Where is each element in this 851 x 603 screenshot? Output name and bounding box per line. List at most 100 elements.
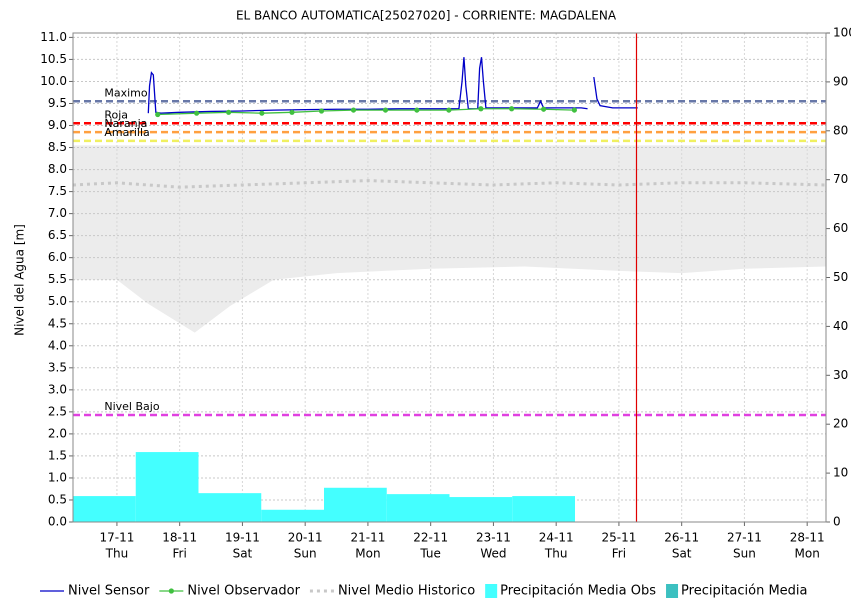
x-tick-day: Tue bbox=[419, 547, 441, 561]
y-tick-label: 10.5 bbox=[40, 52, 67, 66]
y2-tick-label: 100 bbox=[833, 26, 851, 40]
precip-bar bbox=[324, 487, 387, 522]
y2-tick-label: 30 bbox=[833, 368, 848, 382]
y2-tick-label: 60 bbox=[833, 221, 848, 235]
precip-bar bbox=[512, 496, 575, 522]
y-tick-label: 0.0 bbox=[48, 515, 67, 529]
legend-label: Precipitación Media Obs bbox=[500, 584, 656, 599]
series-marker bbox=[226, 109, 232, 115]
y2-tick-label: 70 bbox=[833, 172, 848, 186]
threshold-label: Roja bbox=[104, 108, 128, 121]
y-tick-label: 9.0 bbox=[48, 118, 67, 132]
precip-bar bbox=[135, 452, 199, 522]
x-tick-day: Thu bbox=[105, 547, 129, 561]
x-tick-label: 27-11 bbox=[727, 531, 762, 545]
x-tick-day: Sat bbox=[672, 547, 692, 561]
series-marker bbox=[259, 110, 265, 116]
chart-title: EL BANCO AUTOMATICA[25027020] - CORRIENT… bbox=[236, 9, 617, 23]
y-tick-label: 7.0 bbox=[48, 206, 67, 220]
x-tick-day: Sun bbox=[294, 547, 317, 561]
legend-label: Nivel Observador bbox=[187, 584, 300, 599]
y-tick-label: 4.5 bbox=[48, 316, 67, 330]
series-marker bbox=[571, 107, 577, 113]
y-tick-label: 2.0 bbox=[48, 426, 67, 440]
x-tick-label: 25-11 bbox=[601, 531, 636, 545]
x-tick-day: Mon bbox=[795, 547, 820, 561]
plot-border bbox=[72, 32, 827, 523]
series-marker bbox=[414, 107, 420, 113]
y-tick-label: 7.5 bbox=[48, 184, 67, 198]
series-marker bbox=[382, 107, 389, 113]
precip-bar bbox=[261, 509, 324, 522]
series-line bbox=[147, 57, 638, 114]
x-tick-day: Mon bbox=[355, 547, 380, 561]
series-marker bbox=[350, 107, 357, 113]
precip-bar bbox=[73, 496, 136, 522]
y-tick-label: 3.5 bbox=[48, 360, 67, 374]
series-line bbox=[157, 108, 575, 116]
y2-tick-label: 80 bbox=[833, 123, 848, 137]
legend-label: Precipitación Media bbox=[681, 584, 807, 599]
x-tick-label: 20-11 bbox=[288, 531, 323, 545]
y-tick-label: 0.5 bbox=[48, 492, 67, 506]
series-line bbox=[72, 179, 827, 189]
y-axis-label: Nivel del Agua [m] bbox=[13, 224, 27, 336]
x-tick-label: 17-11 bbox=[99, 531, 134, 545]
legend-label: Nivel Medio Historico bbox=[338, 584, 475, 599]
y-tick-label: 1.0 bbox=[48, 470, 67, 484]
threshold-label: Nivel Bajo bbox=[104, 400, 159, 413]
series-marker bbox=[155, 111, 161, 118]
precip-bar bbox=[198, 493, 262, 522]
y-tick-label: 9.5 bbox=[48, 96, 67, 110]
historic-band bbox=[73, 145, 826, 333]
y-tick-label: 3.0 bbox=[48, 382, 67, 396]
y2-tick-label: 90 bbox=[833, 74, 848, 88]
series-marker bbox=[446, 107, 452, 113]
series-marker bbox=[194, 110, 200, 116]
threshold-label: Maximo bbox=[104, 86, 148, 99]
y-tick-label: 5.0 bbox=[48, 294, 67, 308]
y-tick-label: 8.5 bbox=[48, 140, 67, 154]
legend-label: Nivel Sensor bbox=[68, 584, 150, 599]
x-tick-day: Thu bbox=[544, 547, 568, 561]
y-tick-label: 4.0 bbox=[48, 338, 67, 352]
x-tick-label: 28-11 bbox=[790, 531, 825, 545]
x-tick-day: Sat bbox=[233, 547, 253, 561]
x-tick-day: Sun bbox=[733, 547, 756, 561]
x-tick-label: 22-11 bbox=[413, 531, 448, 545]
y2-tick-label: 0 bbox=[833, 515, 841, 529]
series-marker bbox=[541, 106, 547, 112]
x-tick-day: Fri bbox=[612, 547, 626, 561]
x-tick-label: 21-11 bbox=[350, 531, 385, 545]
precip-bar bbox=[449, 497, 513, 522]
series-marker bbox=[318, 108, 325, 114]
y-tick-label: 6.0 bbox=[48, 250, 67, 264]
y-tick-label: 6.5 bbox=[48, 228, 67, 242]
y-tick-label: 10.0 bbox=[40, 74, 67, 88]
x-tick-label: 26-11 bbox=[664, 531, 699, 545]
legend-swatch bbox=[485, 584, 498, 598]
y2-tick-label: 10 bbox=[833, 466, 848, 480]
legend-marker bbox=[168, 588, 174, 594]
precip-bar bbox=[386, 494, 450, 522]
series-marker bbox=[509, 106, 515, 112]
x-tick-label: 19-11 bbox=[225, 531, 260, 545]
y-tick-label: 11.0 bbox=[40, 30, 67, 44]
threshold-label: Amarilla bbox=[104, 126, 149, 139]
threshold-label: Naranja bbox=[104, 117, 147, 130]
legend-swatch bbox=[666, 584, 679, 598]
series-marker bbox=[478, 106, 484, 112]
y-tick-label: 8.0 bbox=[48, 162, 67, 176]
x-tick-label: 24-11 bbox=[539, 531, 574, 545]
series-marker bbox=[289, 109, 295, 115]
y-tick-label: 2.5 bbox=[48, 404, 67, 418]
x-tick-label: 23-11 bbox=[476, 531, 511, 545]
y2-tick-label: 50 bbox=[833, 270, 848, 284]
x-tick-label: 18-11 bbox=[162, 531, 197, 545]
y2-tick-label: 40 bbox=[833, 319, 848, 333]
y-tick-label: 5.5 bbox=[48, 272, 67, 286]
x-tick-day: Fri bbox=[173, 547, 187, 561]
y2-tick-label: 20 bbox=[833, 417, 848, 431]
